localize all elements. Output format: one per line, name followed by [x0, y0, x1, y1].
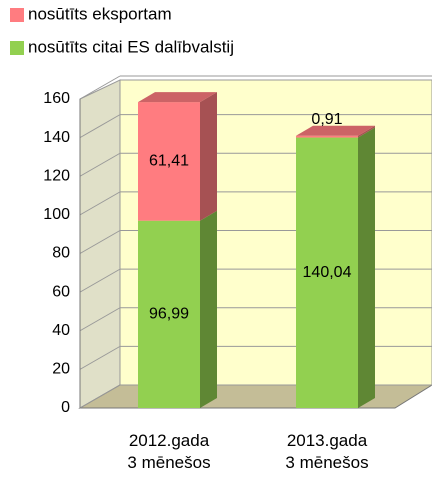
- grid-line: [79, 230, 121, 254]
- side-wall: [79, 79, 121, 409]
- bar-top: [138, 92, 217, 103]
- y-tick-label: 100: [43, 206, 70, 223]
- grid-line: [79, 114, 121, 139]
- grid-line: [79, 75, 121, 100]
- y-tick-label: 140: [43, 129, 70, 146]
- legend-label: nosūtīts citai ES dalībvalstij: [28, 37, 234, 56]
- legend-label: nosūtīts eksportam: [28, 4, 172, 23]
- bar-side: [358, 125, 375, 138]
- y-tick-label: 20: [52, 361, 70, 378]
- value-label: 0,91: [311, 111, 342, 128]
- legend-swatch: [10, 8, 24, 22]
- grid-line: [79, 384, 121, 409]
- y-tick-label: 40: [52, 322, 70, 339]
- bar-side: [200, 92, 217, 221]
- x-tick-label: 2013.gada 3 mēnešos: [285, 431, 369, 472]
- value-label: 140,04: [303, 264, 352, 281]
- bar: [296, 135, 358, 138]
- grid-line: [79, 345, 121, 370]
- y-tick-label: 80: [52, 245, 70, 262]
- bar: [138, 220, 200, 408]
- x-tick-label: 2012.gada 3 mēnešos: [127, 431, 211, 472]
- bar: [296, 137, 358, 409]
- bar-side: [358, 127, 375, 408]
- y-tick-label: 160: [43, 90, 70, 107]
- bar-side: [200, 210, 217, 408]
- bar: [138, 102, 200, 221]
- value-label: 61,41: [149, 153, 189, 170]
- grid-line: [79, 191, 121, 216]
- y-tick-label: 60: [52, 283, 70, 300]
- bar-top: [296, 125, 375, 136]
- floor: [78, 384, 432, 409]
- grid-line: [79, 152, 121, 177]
- grid-line: [79, 307, 121, 332]
- y-tick-label: 0: [61, 399, 70, 416]
- grid-line: [79, 268, 121, 293]
- legend-swatch: [10, 41, 24, 55]
- y-tick-label: 120: [43, 167, 70, 184]
- value-label: 96,99: [149, 306, 189, 323]
